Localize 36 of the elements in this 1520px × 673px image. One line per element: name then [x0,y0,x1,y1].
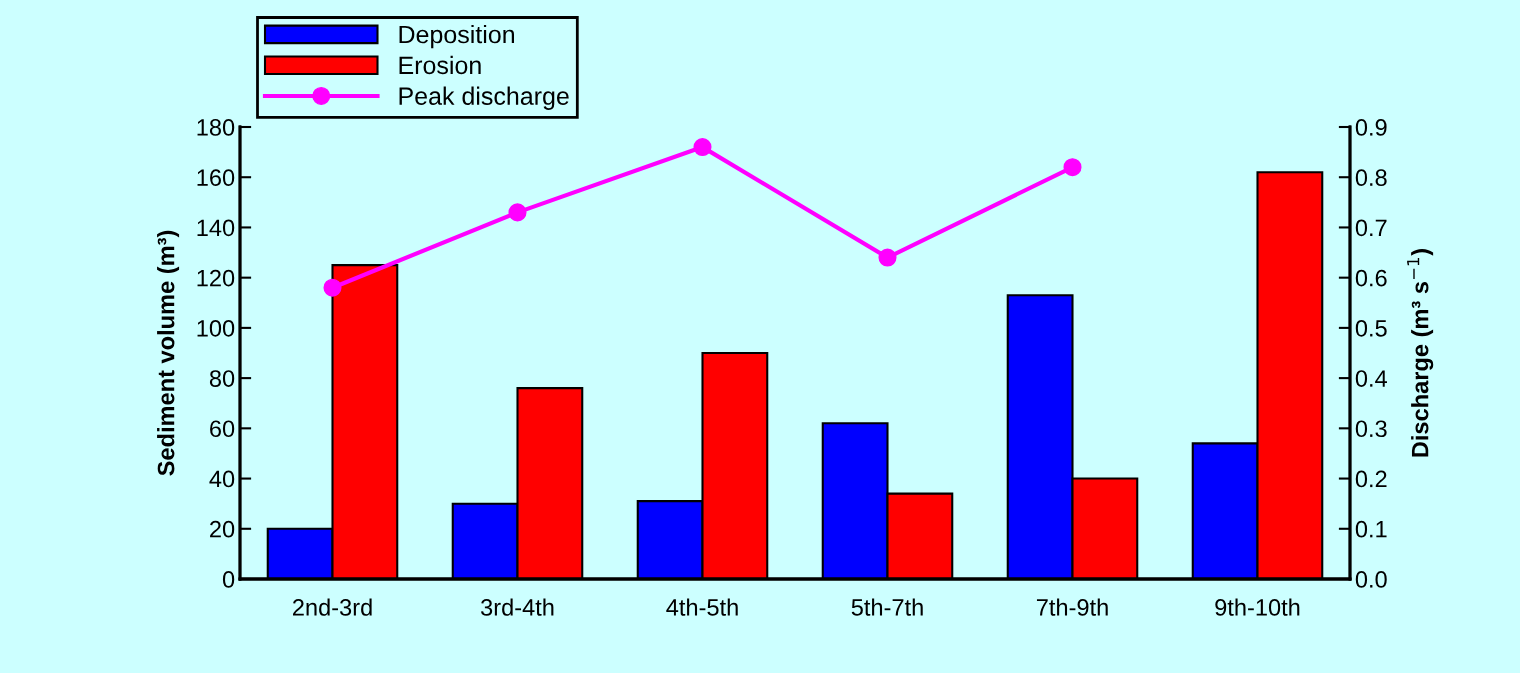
y-tick-label: 20 [210,520,235,538]
x-tick-label: 3rd-4th [481,598,554,616]
y-tick-label: 80 [209,370,235,387]
y2-tick-label: 0.3 [1355,420,1387,438]
y-tick-label: 140 [197,219,235,237]
point [1063,158,1082,177]
y-tick-label: 100 [197,319,235,337]
y2-tick-label: 0.0 [1355,571,1387,588]
x-tick-label: 4th-5th [666,598,738,616]
y2-tick-label: 0.9 [1355,119,1387,136]
y-tick-label: 40 [209,470,235,488]
x-tick-label: 5th-7th [851,598,923,616]
point [323,278,342,297]
legend-label: Peak discharge [399,86,569,110]
point [693,138,712,157]
y2-tick-label: 0.6 [1355,269,1387,287]
legend-label: Erosion [399,55,481,75]
y2-axis-title: Discharge (m³ s$^{−1}$) [1407,249,1434,457]
x-tick-label: 7th-9th [1036,598,1108,616]
y2-tick-label: 0.1 [1355,520,1387,538]
y2-tick-label: 0.7 [1355,219,1387,237]
y2-tick-label: 0.2 [1355,470,1387,488]
x-tick-label: 9th-10th [1215,598,1300,616]
y-tick-label: 120 [197,269,235,287]
point [508,203,527,222]
y2-tick-label: 0.8 [1355,169,1387,187]
y-tick-label: 180 [197,119,235,136]
point [878,248,897,267]
x-tick-label: 2nd-3rd [293,598,372,616]
legend-label: Deposition [399,25,514,49]
y-tick-label: 60 [210,420,235,438]
y-axis-title: Sediment volume (m³) [157,230,180,476]
y2-tick-label: 0.5 [1355,319,1387,337]
y-tick-label: 160 [197,169,235,187]
y-tick-label: 0 [222,571,235,588]
y2-tick-label: 0.4 [1355,370,1387,387]
